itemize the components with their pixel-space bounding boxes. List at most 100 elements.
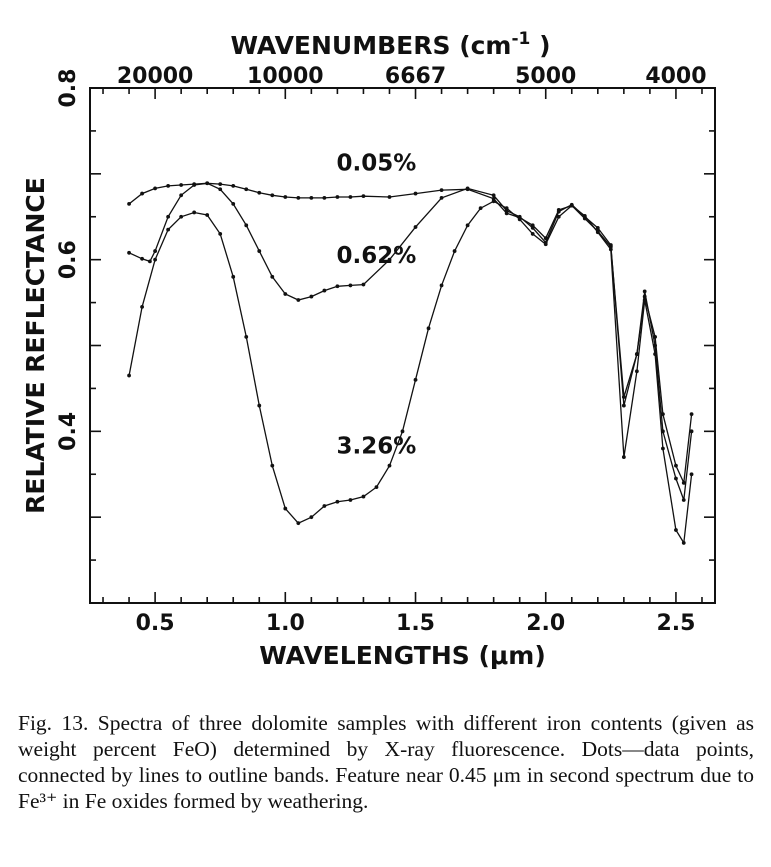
data-point (465, 223, 470, 228)
series-line-3 (128, 200, 693, 545)
data-point (244, 223, 249, 228)
data-point (674, 528, 678, 532)
data-point (681, 541, 686, 545)
data-point (653, 352, 658, 356)
data-point (361, 494, 366, 499)
data-point (140, 304, 144, 309)
data-point (556, 214, 561, 219)
data-point (153, 257, 158, 262)
data-point (283, 506, 288, 511)
data-point (127, 201, 131, 206)
data-point (140, 191, 144, 196)
top-axis-label: WAVENUMBERS (cm-1 ) (230, 29, 550, 60)
data-point (231, 274, 236, 279)
data-point (689, 472, 694, 477)
data-point (400, 429, 405, 434)
data-point (166, 183, 171, 188)
data-point (322, 288, 327, 293)
data-point (634, 352, 639, 356)
data-point (621, 403, 626, 408)
data-point (153, 249, 158, 253)
data-point (465, 186, 470, 191)
data-point (179, 214, 184, 219)
data-point (504, 206, 509, 211)
data-point (374, 485, 379, 490)
series-label-2: 0.62% (337, 243, 417, 269)
x-tick-label: 2.5 (656, 611, 695, 636)
data-point (681, 480, 686, 485)
x-tick-label: 1.0 (266, 611, 305, 636)
data-point (608, 247, 613, 252)
data-point (283, 195, 288, 199)
data-point (361, 194, 366, 199)
data-point (608, 243, 613, 247)
data-point (595, 230, 600, 235)
data-point (127, 373, 131, 378)
data-point (530, 226, 535, 230)
y-tick-label: 0.6 (56, 240, 81, 279)
data-point (642, 289, 647, 294)
data-point (218, 187, 223, 192)
data-point (309, 195, 314, 200)
data-point (257, 190, 262, 195)
data-point (309, 294, 314, 299)
data-point (140, 256, 144, 261)
data-point (309, 515, 314, 520)
data-point (179, 183, 184, 187)
series-label-3: 3.26% (337, 434, 417, 460)
data-point (348, 195, 353, 199)
data-point (582, 213, 587, 218)
top-tick-label: 6667 (385, 64, 446, 89)
data-point (387, 195, 392, 199)
data-point (439, 283, 444, 288)
data-point (179, 193, 184, 198)
data-point (387, 463, 392, 468)
data-point (530, 232, 535, 236)
data-point (166, 214, 171, 219)
data-point (283, 292, 288, 296)
data-point (296, 298, 301, 302)
figure-caption: Fig. 13. Spectra of three dolomite sampl… (18, 710, 754, 813)
data-point (452, 249, 457, 253)
data-point (413, 377, 418, 382)
data-point (348, 498, 353, 502)
series-label-1: 0.05% (337, 150, 417, 176)
data-point (296, 195, 301, 200)
data-point (257, 249, 262, 253)
spectra-chart: 0.5 1.0 1.5 2.0 2.5 20000 10000 6667 5000 4000 0.4… (21, 29, 716, 670)
data-point (270, 274, 275, 279)
data-point (192, 210, 197, 215)
data-point (218, 182, 223, 187)
data-point (674, 476, 678, 481)
data-point (244, 187, 249, 192)
data-point (205, 213, 210, 217)
data-point (270, 193, 275, 198)
data-point (322, 504, 327, 508)
data-point (661, 446, 665, 451)
y-axis-label: RELATIVE REFLECTANCE (21, 177, 50, 514)
data-point (556, 209, 561, 214)
data-point (218, 232, 223, 236)
data-point (595, 226, 600, 230)
data-point (491, 193, 496, 198)
data-point (413, 225, 418, 229)
data-point (205, 181, 210, 186)
data-point (439, 188, 444, 193)
data-point (257, 403, 262, 408)
data-point (296, 521, 301, 526)
data-point (231, 201, 236, 206)
data-point (153, 186, 158, 191)
top-tick-label: 4000 (645, 64, 706, 89)
data-point (335, 195, 340, 199)
series-line-2 (128, 182, 693, 501)
data-point (478, 206, 483, 211)
top-tick-label: 20000 (117, 64, 194, 89)
top-tick-label: 5000 (515, 64, 576, 89)
data-point (642, 298, 647, 302)
data-point (439, 195, 444, 200)
x-tick-label: 0.5 (136, 611, 175, 636)
data-point (166, 227, 171, 232)
data-point (127, 250, 131, 255)
data-point (335, 499, 340, 504)
data-point (322, 195, 327, 200)
